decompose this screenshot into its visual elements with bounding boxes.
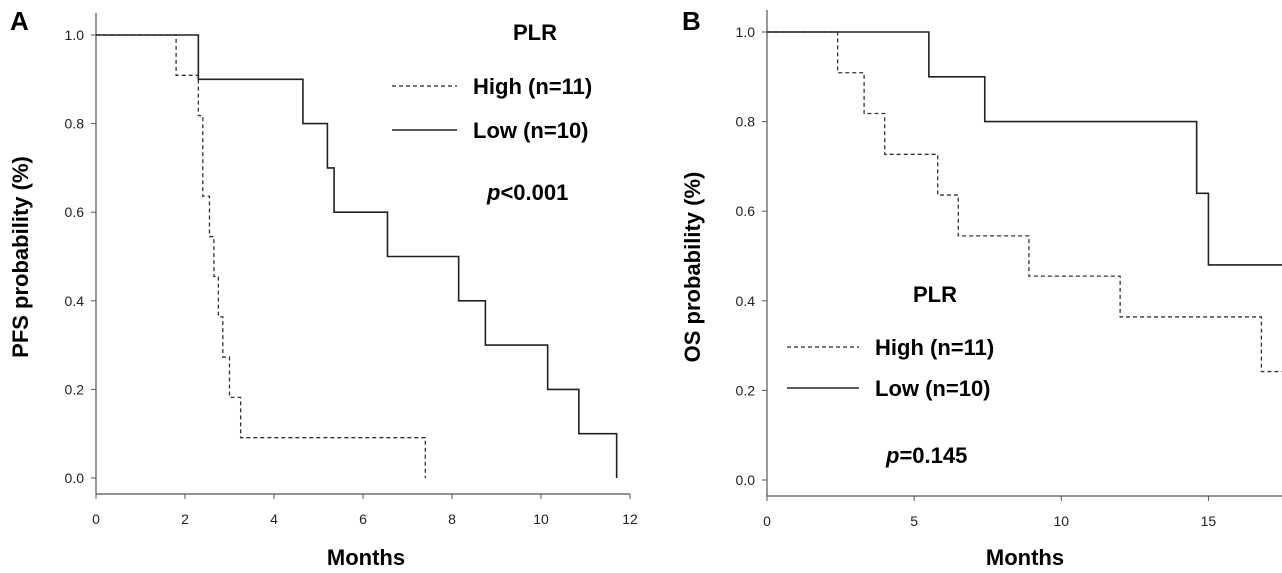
p-value-symbol: p	[885, 443, 899, 468]
legend-title: PLR	[513, 20, 557, 45]
x-tick-label: 0	[763, 513, 771, 529]
y-tick-label: 1.0	[65, 27, 85, 43]
panel-label: A	[10, 6, 29, 36]
x-tick-label: 10	[1053, 513, 1069, 529]
legend-title: PLR	[913, 282, 957, 307]
legend-entry-high: High (n=11)	[473, 74, 592, 99]
y-tick-label: 0.8	[736, 114, 756, 130]
y-tick-label: 0.0	[736, 472, 756, 488]
km-curve-high	[96, 34, 426, 478]
y-tick-label: 1.0	[736, 24, 756, 40]
y-tick-label: 0.2	[736, 382, 756, 398]
y-tick-label: 0.2	[65, 381, 85, 397]
p-value: p=0.145	[885, 443, 967, 468]
chart-panel-b: 0.0 0.2 0.4 0.6 0.8 1.0 0 5 10 15 Months OS probabi…	[680, 6, 1282, 570]
y-tick-label: 0.6	[736, 203, 756, 219]
y-tick-label: 0.6	[65, 204, 85, 220]
x-axis-label: Months	[327, 545, 405, 570]
p-value-text: =0.145	[899, 443, 967, 468]
chart-panel-a: 0.0 0.2 0.4 0.6 0.8 1.0 0 2 4 6 8 10 12 Months PFS pro…	[8, 6, 638, 570]
y-axis-label: PFS probability (%)	[8, 156, 33, 358]
panel-label: B	[682, 6, 701, 36]
legend-entry-high: High (n=11)	[875, 335, 994, 360]
km-curve-low	[96, 34, 618, 478]
p-value: p<0.001	[486, 180, 568, 205]
x-axis-label: Months	[986, 545, 1064, 570]
x-tick-label: 15	[1201, 513, 1217, 529]
x-tick-label: 12	[622, 511, 638, 527]
x-tick-label: 8	[448, 511, 456, 527]
legend-entry-low: Low (n=10)	[473, 118, 589, 143]
x-tick-label: 5	[910, 513, 918, 529]
x-tick-label: 10	[533, 511, 549, 527]
x-tick-label: 0	[92, 511, 100, 527]
p-value-symbol: p	[486, 180, 500, 205]
y-tick-label: 0.8	[65, 116, 85, 132]
y-axis-label: OS probability (%)	[680, 172, 705, 363]
x-tick-label: 6	[359, 511, 367, 527]
p-value-text: <0.001	[500, 180, 568, 205]
km-curve-low	[767, 31, 1282, 266]
legend-entry-low: Low (n=10)	[875, 376, 991, 401]
y-tick-label: 0.4	[65, 293, 85, 309]
y-tick-label: 0.4	[736, 293, 756, 309]
x-tick-label: 2	[181, 511, 189, 527]
km-curve-high	[767, 31, 1282, 373]
x-tick-label: 4	[270, 511, 278, 527]
y-tick-label: 0.0	[65, 470, 85, 486]
